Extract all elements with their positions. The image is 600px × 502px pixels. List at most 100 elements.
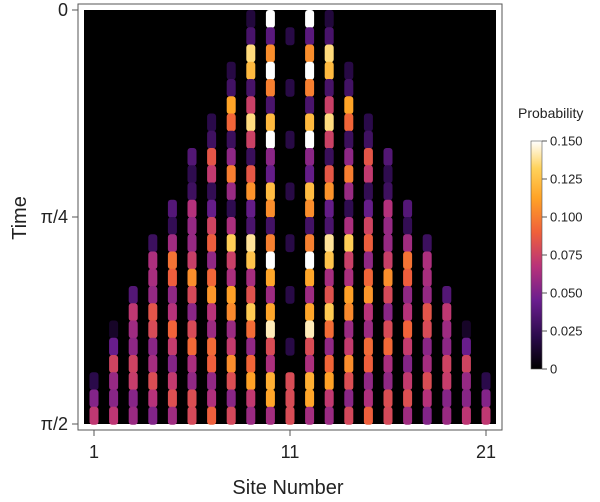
heat-cell: [265, 320, 275, 339]
heat-cell: [226, 182, 236, 201]
heat-cell: [363, 406, 373, 425]
heat-cell: [383, 199, 393, 218]
heat-cell: [246, 251, 256, 270]
colorbar-tick-label: 0.050: [550, 286, 583, 301]
heat-cell: [422, 372, 432, 391]
heat-cell: [461, 389, 471, 408]
heat-cell: [109, 389, 119, 408]
heat-cell: [305, 182, 315, 201]
heat-cell: [324, 217, 334, 235]
heat-cell: [383, 286, 393, 304]
heat-cell: [344, 61, 354, 80]
heat-cell: [285, 337, 295, 356]
heat-cell: [383, 217, 393, 235]
heat-cell: [167, 268, 177, 287]
heat-cell: [403, 199, 413, 218]
heat-cell: [344, 406, 354, 425]
heat-cell: [128, 286, 138, 304]
heat-cell: [344, 268, 354, 287]
heat-cell: [324, 337, 334, 356]
heat-cell: [285, 406, 295, 425]
heat-cell: [344, 251, 354, 270]
heat-cell: [226, 268, 236, 287]
heat-cell: [305, 268, 315, 287]
heat-cell: [148, 337, 158, 356]
heat-cell: [187, 303, 197, 322]
heat-cell: [187, 337, 197, 356]
heat-cell: [422, 406, 432, 425]
heat-cell: [422, 286, 432, 304]
heat-cell: [207, 406, 217, 425]
heat-cell: [148, 389, 158, 408]
heat-cell: [403, 217, 413, 235]
heat-cell: [167, 372, 177, 391]
heat-cell: [344, 199, 354, 218]
heat-cell: [265, 148, 275, 166]
heat-cell: [167, 217, 177, 235]
heat-cell: [167, 286, 177, 304]
colorbar-tick-label: 0.025: [550, 324, 583, 339]
heat-cell: [324, 182, 334, 201]
heat-cell: [363, 165, 373, 184]
heat-cell: [246, 113, 256, 132]
heat-cell: [363, 130, 373, 149]
heat-cell: [422, 389, 432, 408]
heat-cell: [324, 96, 334, 115]
heat-cell: [265, 79, 275, 97]
y-axis-ticks: 0 π/4 π/2: [41, 0, 78, 434]
heat-cell: [383, 337, 393, 356]
heat-cell: [207, 320, 217, 339]
heat-cell: [148, 286, 158, 304]
heat-cell: [305, 320, 315, 339]
heat-cell: [442, 406, 452, 425]
heat-cell: [363, 113, 373, 132]
heat-cell: [403, 337, 413, 356]
heat-cell: [324, 27, 334, 46]
heat-cell: [324, 355, 334, 373]
heat-cell: [363, 148, 373, 166]
heat-cell: [344, 113, 354, 132]
heat-cell: [187, 268, 197, 287]
heat-cell: [148, 320, 158, 339]
heat-cell: [265, 10, 275, 28]
heat-cell: [246, 96, 256, 115]
heat-cell: [89, 406, 99, 425]
heat-cell: [383, 251, 393, 270]
heat-cell: [207, 268, 217, 287]
heat-cell: [226, 355, 236, 373]
heat-cell: [324, 130, 334, 149]
heat-cell: [187, 389, 197, 408]
heat-cell: [344, 286, 354, 304]
heat-cell: [305, 130, 315, 149]
heat-cell: [305, 44, 315, 63]
heat-cell: [246, 286, 256, 304]
heat-cell: [305, 165, 315, 184]
heat-cell: [403, 234, 413, 253]
heat-cell: [481, 389, 491, 408]
heat-cell: [207, 113, 217, 132]
heat-cell: [344, 130, 354, 149]
heat-cell: [344, 372, 354, 391]
heat-cell: [324, 303, 334, 322]
heat-cell: [481, 406, 491, 425]
heat-cell: [285, 372, 295, 391]
heat-cell: [207, 165, 217, 184]
heat-cell: [246, 337, 256, 356]
heat-cell: [285, 130, 295, 149]
heat-cell: [403, 303, 413, 322]
heat-cell: [187, 372, 197, 391]
heat-cell: [265, 406, 275, 425]
heat-cells: [89, 10, 491, 425]
colorbar-ticks: 0 0.025 0.050 0.075 0.100 0.125 0.150: [542, 134, 583, 377]
heat-cell: [383, 303, 393, 322]
heat-cell: [461, 372, 471, 391]
x-axis-ticks: 1 11 21: [89, 430, 496, 462]
heat-cell: [344, 303, 354, 322]
heat-cell: [383, 148, 393, 166]
heat-cell: [109, 406, 119, 425]
heat-cell: [246, 79, 256, 97]
heat-cell: [265, 44, 275, 63]
heat-cell: [226, 406, 236, 425]
heat-cell: [344, 165, 354, 184]
heat-cell: [207, 199, 217, 218]
